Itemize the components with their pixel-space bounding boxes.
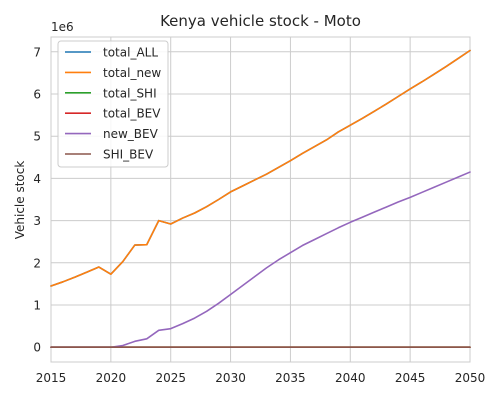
y-tick-label: 1	[33, 299, 41, 313]
y-tick-label: 2	[33, 256, 41, 270]
y-tick-label: 0	[33, 341, 41, 355]
legend-label: total_BEV	[103, 107, 161, 121]
y-tick-label: 3	[33, 214, 41, 228]
y-tick-label: 6	[33, 87, 41, 101]
y-axis-ticks: 0 1 2 3 4 5 6 7	[33, 45, 41, 354]
axes-frame	[50, 36, 471, 363]
legend-label: total_SHI	[103, 86, 157, 100]
chart-title: Kenya vehicle stock - Moto	[160, 12, 361, 30]
y-tick-label: 7	[33, 45, 41, 59]
y-tick-label: 4	[33, 172, 41, 186]
series-line-new-bev	[50, 171, 471, 349]
axes-border	[50, 36, 471, 363]
x-tick-label: 2015	[36, 371, 67, 385]
x-tick-label: 2045	[395, 371, 426, 385]
x-axis-ticks: 2015 2020 2025 2030 2035 2040 2045 2050	[36, 371, 486, 385]
legend-label: SHI_BEV	[103, 148, 154, 162]
y-tick-label: 5	[33, 130, 41, 144]
y-axis-offset-label: 1e6	[51, 20, 74, 34]
x-tick-label: 2020	[96, 371, 127, 385]
legend-label: new_BEV	[103, 127, 159, 141]
series-lines	[50, 49, 471, 349]
series-line-total-new	[50, 49, 471, 287]
legend-label: total_new	[103, 66, 161, 80]
y-axis-label: Vehicle stock	[13, 161, 27, 240]
x-tick-label: 2035	[275, 371, 306, 385]
x-tick-label: 2050	[455, 371, 486, 385]
x-tick-label: 2025	[155, 371, 186, 385]
x-tick-label: 2030	[215, 371, 246, 385]
x-tick-label: 2040	[335, 371, 366, 385]
legend: total_ALL total_new total_SHI total_BEV new_…	[57, 40, 169, 168]
legend-label: total_ALL	[103, 46, 158, 60]
